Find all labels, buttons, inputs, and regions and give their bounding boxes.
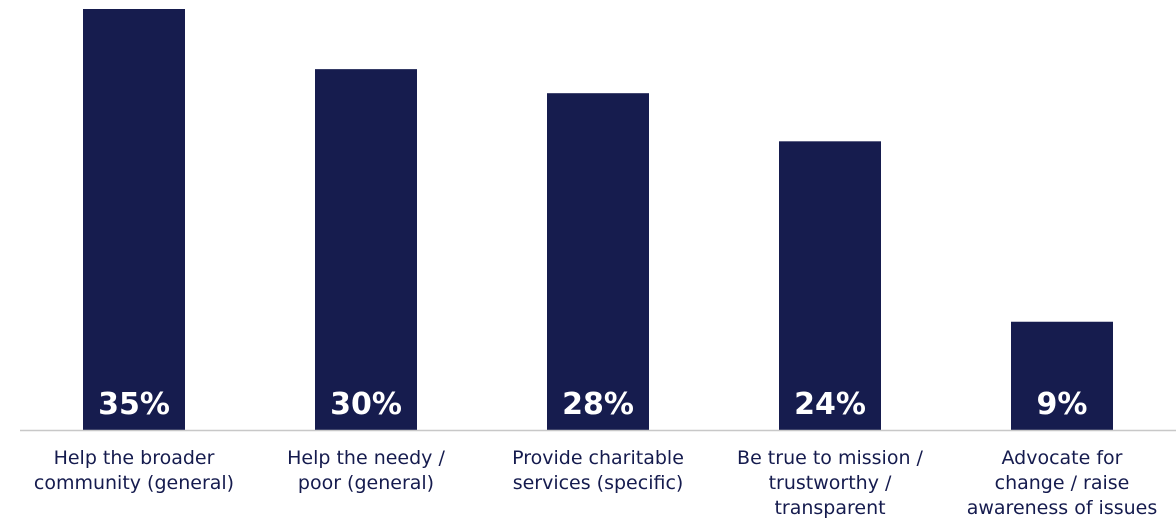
bar-value-label-5: 9% (1037, 387, 1088, 422)
category-label-3: Provide charitable services (specific) (512, 447, 684, 494)
category-label-line: awareness of issues (967, 497, 1158, 519)
category-label-line: services (specific) (513, 472, 684, 494)
category-label-2: Help the needy / poor (general) (287, 447, 445, 494)
bar-1 (83, 9, 185, 430)
category-label-line: Help the needy / (287, 447, 445, 469)
category-labels-layer: Help the broader community (general)Help … (34, 447, 1157, 519)
bar-4 (779, 141, 881, 431)
bar-value-label-1: 35% (98, 387, 170, 422)
bar-2 (315, 69, 417, 431)
bars-layer (83, 9, 1113, 431)
category-label-line: community (general) (34, 472, 234, 494)
bar-value-label-3: 28% (562, 387, 634, 422)
category-label-line: transparent (774, 497, 885, 519)
category-label-line: Advocate for (1002, 447, 1123, 469)
bar-value-label-2: 30% (330, 387, 402, 422)
category-label-line: change / raise (995, 472, 1130, 494)
category-label-line: trustworthy / (769, 472, 892, 494)
value-labels-layer: 35% 30% 28% 24% 9% (98, 387, 1087, 422)
category-label-line: Help the broader (54, 447, 215, 469)
category-label-line: poor (general) (298, 472, 434, 494)
category-label-5: Advocate for change / raise awareness of i… (967, 447, 1158, 519)
category-label-line: Be true to mission / (737, 447, 923, 469)
bar-value-label-4: 24% (794, 387, 866, 422)
bar-3 (547, 93, 649, 430)
bar-5 (1011, 321, 1113, 430)
category-label-1: Help the broader community (general) (34, 447, 234, 494)
category-label-line: Provide charitable (512, 447, 684, 469)
category-label-4: Be true to mission / trustworthy / transpa… (737, 447, 923, 519)
